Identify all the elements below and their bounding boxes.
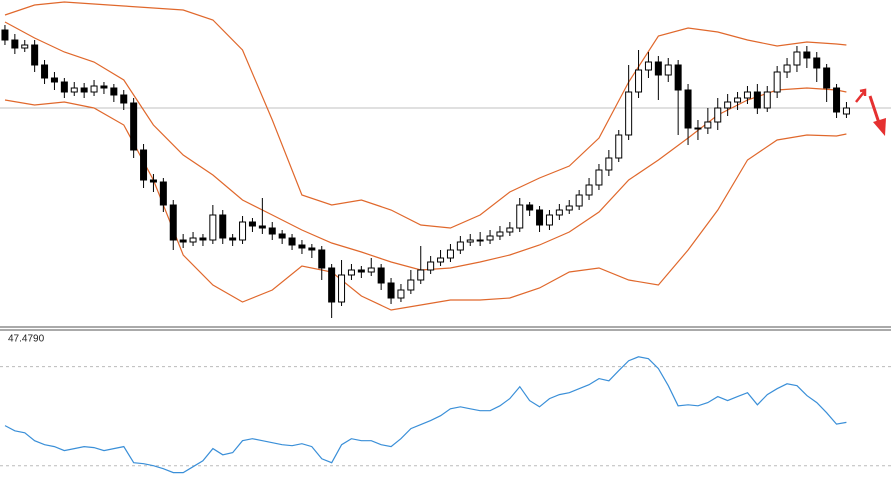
candle-body <box>199 237 207 241</box>
indicator-label: 47.4790 <box>8 334 45 345</box>
candle-body <box>189 237 197 243</box>
candle-body <box>288 237 296 246</box>
candle-body <box>248 221 256 227</box>
candle-body <box>268 227 276 235</box>
candle-body <box>446 249 454 259</box>
candle-body <box>60 81 68 93</box>
candle-body <box>209 214 217 241</box>
candle-body <box>684 89 692 129</box>
candle-body <box>328 267 336 303</box>
bollinger-band <box>4 21 847 271</box>
candle-body <box>783 64 791 73</box>
candle-body <box>823 67 831 89</box>
candle-body <box>130 102 138 151</box>
candle-body <box>694 127 702 130</box>
candle-body <box>644 61 652 71</box>
candle-body <box>11 39 19 49</box>
candle-body <box>258 225 266 229</box>
candle-body <box>338 274 346 303</box>
candle-body <box>615 134 623 159</box>
candle-body <box>595 169 603 186</box>
candle-body <box>516 204 524 229</box>
candle-body <box>179 239 187 243</box>
candle-body <box>526 204 534 211</box>
candle-body <box>536 209 544 226</box>
candle-body <box>585 184 593 196</box>
candle-body <box>625 91 633 136</box>
candle-body <box>219 214 227 239</box>
down-arrow-head <box>873 118 886 136</box>
price-panel <box>0 1 891 318</box>
candle-body <box>427 261 435 271</box>
candle-body <box>80 87 88 93</box>
candle-body <box>724 101 732 109</box>
candle-body <box>763 91 771 109</box>
candle-body <box>357 269 365 273</box>
candle-body <box>298 244 306 249</box>
candle-body <box>347 269 355 276</box>
candle-body <box>397 289 405 299</box>
candle-body <box>387 282 395 299</box>
candle-body <box>367 267 375 273</box>
candle-body <box>377 267 385 284</box>
candle-body <box>734 97 742 103</box>
candle-body <box>506 227 514 233</box>
candle-body <box>140 149 148 181</box>
candle-body <box>120 94 128 104</box>
bollinger-band <box>4 99 847 311</box>
candle-body <box>100 85 108 89</box>
candle-body <box>159 181 167 206</box>
candle-body <box>31 44 39 66</box>
candle-body <box>753 91 761 109</box>
candle-body <box>1 29 9 41</box>
candle-body <box>605 157 613 171</box>
candle-body <box>466 239 474 243</box>
candle-body <box>833 87 841 113</box>
candle-body <box>407 279 415 291</box>
bollinger-band <box>4 1 847 229</box>
candle-body <box>555 209 563 216</box>
candle-body <box>793 51 801 66</box>
candle-body <box>70 87 78 93</box>
candle-body <box>575 194 583 207</box>
candle-body <box>664 64 672 76</box>
candle-body <box>278 233 286 239</box>
up-arrow <box>855 88 867 103</box>
candle-body <box>635 69 643 93</box>
candle-body <box>456 241 464 251</box>
candle-body <box>41 64 49 79</box>
candle-body <box>318 249 326 269</box>
candle-body <box>565 205 573 211</box>
candle-body <box>704 121 712 129</box>
candle-body <box>21 44 29 49</box>
candle-body <box>239 221 247 241</box>
candle-body <box>308 247 316 251</box>
candle-body <box>486 235 494 241</box>
candle-body <box>90 85 98 93</box>
candle-body <box>229 237 237 241</box>
indicator-line <box>4 356 847 474</box>
candle-body <box>654 61 662 76</box>
candle-body <box>714 107 722 123</box>
candle-body <box>169 204 177 241</box>
candle-body <box>813 57 821 69</box>
candle-body <box>803 51 811 59</box>
candle-body <box>437 257 445 263</box>
candle-body <box>417 269 425 281</box>
candle-body <box>50 77 58 83</box>
candle-body <box>149 179 157 183</box>
candle-body <box>842 107 850 115</box>
candle-body <box>743 91 751 99</box>
candle-body <box>545 214 553 226</box>
candle-body <box>496 231 504 237</box>
candle-body <box>110 87 118 96</box>
candle-body <box>476 239 484 242</box>
candle-body <box>773 71 781 93</box>
indicator-panel <box>0 356 891 474</box>
candle-body <box>674 64 682 91</box>
